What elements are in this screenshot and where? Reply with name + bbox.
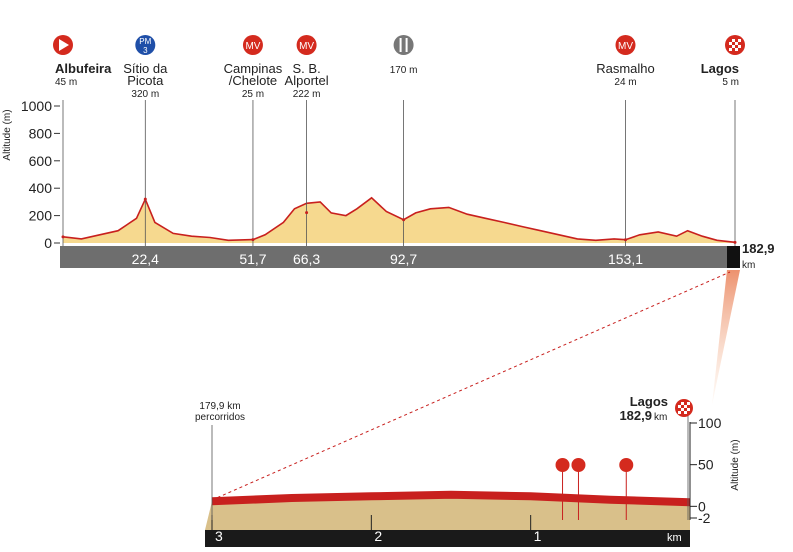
x-tick-label: 153,1 (608, 251, 643, 267)
y-tick-label: 50 (698, 457, 714, 473)
x-tick-label: 182,9 (742, 241, 775, 256)
waypoint-dot (402, 218, 406, 222)
y-axis-label: Altitude (m) (2, 109, 13, 160)
zoom-fan (712, 270, 740, 405)
waypoint-altitude: 24 m (614, 77, 636, 88)
marker-ball (555, 458, 570, 472)
profile-area (63, 197, 735, 243)
finish-unit: km (654, 412, 667, 423)
waypoint-name: Sítio da (123, 61, 168, 76)
y-tick-label: 1000 (21, 98, 52, 114)
zoom-line (211, 271, 731, 501)
finish-box (727, 246, 740, 268)
final-line (211, 490, 691, 507)
waypoint-name: Campinas (224, 61, 283, 76)
icon-text: MV (299, 41, 314, 52)
y-tick-label: 0 (698, 498, 706, 514)
waypoint-name: Lagos (701, 61, 739, 76)
waypoint-name: Picota (127, 73, 164, 88)
finish-check (687, 408, 690, 411)
x-tick-label: 2 (374, 528, 382, 544)
waypoint-dot (143, 197, 147, 201)
y-tick-label: 600 (29, 153, 53, 169)
icon-text: PM (139, 37, 151, 46)
finish-check (687, 402, 690, 405)
waypoint-icon (135, 35, 156, 55)
finish-check (681, 408, 684, 411)
y-tick-label: 0 (44, 235, 52, 251)
y-tick-label: 200 (29, 208, 53, 224)
waypoint-altitude: 25 m (242, 89, 264, 100)
x-unit: km (742, 260, 755, 271)
start-note: percorridos (195, 412, 245, 423)
icon-text: MV (245, 41, 260, 52)
finish-check (681, 402, 684, 405)
y-tick-label: 800 (29, 125, 53, 141)
final-base (205, 530, 690, 547)
x-tick-label: 1 (534, 528, 542, 544)
finish-check (732, 45, 735, 48)
waypoint-altitude: 45 m (55, 77, 77, 88)
y-tick-label: 400 (29, 180, 53, 196)
waypoint-dot (733, 240, 737, 244)
finish-check (735, 48, 738, 51)
finish-check (738, 45, 741, 48)
finish-check (735, 42, 738, 45)
marker-ball (619, 458, 634, 472)
finish-check (678, 405, 681, 408)
y-tick-label: 100 (698, 415, 722, 431)
start-note: 179,9 km (199, 401, 240, 412)
finish-check (729, 42, 732, 45)
finish-check (684, 411, 687, 414)
waypoint-altitude: 170 m (390, 65, 418, 76)
waypoint-icon (296, 35, 317, 55)
feed-icon (399, 38, 408, 52)
finish-name: Lagos (630, 394, 668, 409)
waypoint-dot (251, 238, 255, 242)
waypoint-name: Alportel (285, 73, 329, 88)
x-tick-label: 66,3 (293, 251, 320, 267)
marker-ball (571, 458, 586, 472)
waypoint-dot (305, 211, 309, 215)
waypoint-icon (393, 35, 414, 55)
finish-check (732, 39, 735, 42)
waypoint-name: /Chelote (229, 73, 277, 88)
waypoint-altitude: 222 m (293, 89, 321, 100)
waypoint-dot (624, 238, 628, 242)
y-axis-label: Altitude (m) (730, 439, 741, 490)
waypoint-name: S. B. (293, 61, 321, 76)
distance-bar (60, 246, 727, 268)
finish-check (738, 39, 741, 42)
start-icon (59, 39, 69, 51)
waypoint-altitude: 320 m (131, 89, 159, 100)
waypoint-name: Albufeira (55, 61, 112, 76)
finish-check (684, 405, 687, 408)
icon-text: MV (618, 41, 633, 52)
finish-km: 182,9 (619, 408, 652, 423)
finish-check (678, 411, 681, 414)
waypoint-dot (61, 235, 65, 239)
waypoint-altitude: 5 m (722, 77, 739, 88)
x-tick-label: 92,7 (390, 251, 417, 267)
x-tick-label: 3 (215, 528, 223, 544)
x-tick-label: 51,7 (239, 251, 266, 267)
waypoint-icon (242, 35, 263, 55)
waypoint-icon (615, 35, 636, 55)
final-area (205, 494, 690, 530)
icon-text: 3 (143, 46, 148, 55)
waypoint-name: Rasmalho (596, 61, 655, 76)
x-unit: km (667, 532, 682, 544)
y-tick-label: -2 (698, 510, 711, 526)
finish-check (729, 48, 732, 51)
x-tick-label: 22,4 (132, 251, 159, 267)
